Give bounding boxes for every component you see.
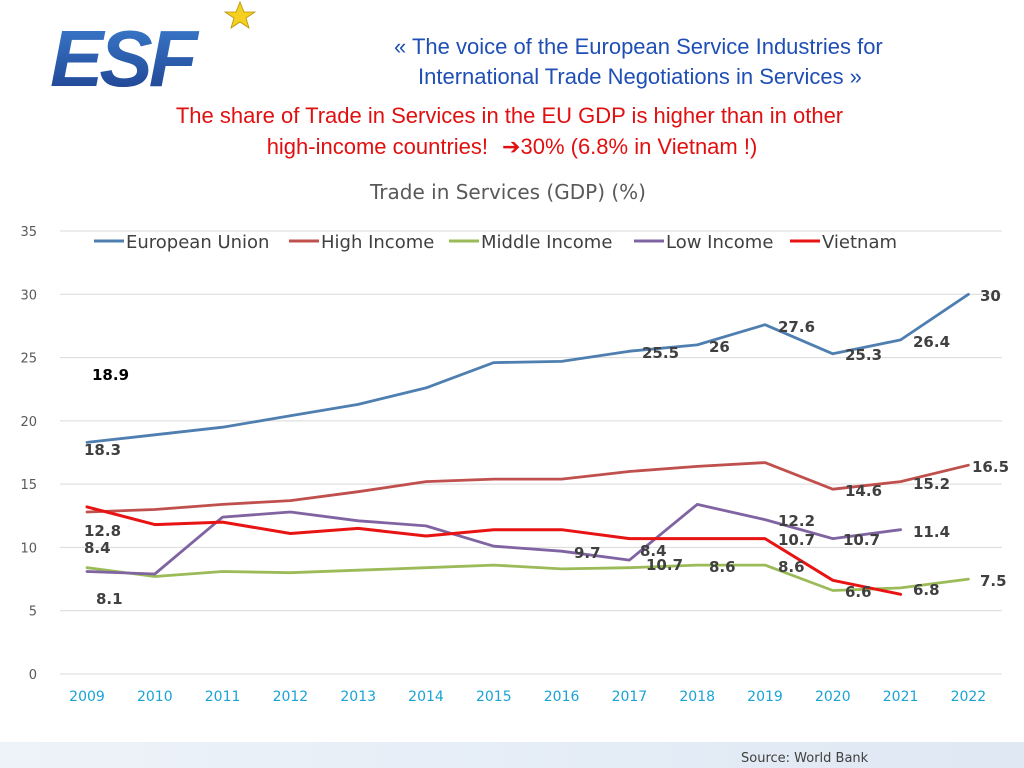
legend-label-low: Low Income [666, 232, 773, 253]
y-tick-label: 0 [29, 668, 37, 683]
tagline-line-2: International Trade Negotiations in Serv… [418, 64, 862, 89]
data-label: 25.5 [642, 344, 679, 362]
tagline-line-1: « The voice of the European Service Indu… [394, 34, 883, 59]
series-line-eu [85, 292, 970, 444]
headline-line-2-end: 30% (6.8% in Vietnam !) [520, 134, 758, 159]
data-label: 12.8 [84, 522, 121, 540]
esf-logo: ESF [50, 0, 257, 95]
y-tick-label: 10 [20, 541, 37, 556]
data-label: 6.6 [845, 583, 872, 601]
data-label: 7.5 [980, 572, 1007, 590]
data-label: 12.2 [778, 512, 815, 530]
x-tick-label: 2017 [612, 689, 648, 705]
y-axis-ticks: 0 5 10 15 20 25 30 35 [20, 225, 37, 683]
series-line-high [85, 461, 970, 514]
legend-label-eu: European Union [126, 232, 269, 253]
x-tick-label: 2020 [815, 689, 851, 705]
x-tick-label: 2021 [883, 689, 919, 705]
headline: The share of Trade in Services in the EU… [0, 100, 1024, 162]
data-label: 8.4 [640, 542, 667, 560]
data-label: 14.6 [845, 482, 882, 500]
data-label: 15.2 [913, 475, 950, 493]
data-label: 11.4 [913, 523, 950, 541]
data-label: 8.4 [84, 539, 111, 557]
x-tick-label: 2009 [69, 689, 105, 705]
y-tick-label: 35 [20, 225, 37, 240]
legend: European Union High Income Middle Income Lo… [94, 232, 897, 253]
headline-line-1: The share of Trade in Services in the EU… [175, 103, 844, 128]
chart-title: Trade in Services (GDP) (%) [370, 180, 646, 204]
y-tick-label: 25 [20, 352, 37, 367]
data-label: 8.6 [778, 558, 805, 576]
data-label: 8.6 [709, 558, 736, 576]
data-label: 30 [980, 287, 1001, 305]
legend-label-high: High Income [321, 232, 434, 253]
series-lines [85, 292, 970, 596]
y-tick-label: 5 [29, 605, 37, 620]
data-label: 10.7 [778, 531, 815, 549]
data-label: 16.5 [972, 458, 1009, 476]
tagline: « The voice of the European Service Indu… [380, 32, 1000, 92]
arrow-right-icon: ➔ [502, 134, 521, 159]
data-label: 6.8 [913, 581, 940, 599]
data-label: 8.1 [96, 590, 123, 608]
data-label: 26 [709, 338, 730, 356]
x-tick-label: 2010 [137, 689, 173, 705]
headline-line-2: high-income countries! ➔30% (6.8% in Viet… [0, 131, 1024, 162]
y-tick-label: 30 [20, 288, 37, 303]
data-label: 18.3 [84, 441, 121, 459]
x-tick-label: 2022 [951, 689, 987, 705]
legend-label-middle: Middle Income [481, 232, 612, 253]
x-tick-label: 2018 [679, 689, 715, 705]
footer-band [0, 742, 1024, 768]
data-label: 26.4 [913, 333, 950, 351]
legend-label-vietnam: Vietnam [822, 232, 897, 253]
star-icon [223, 0, 257, 29]
data-label: 10.7 [646, 556, 683, 574]
x-axis-ticks: 2009 2010 2011 2012 2013 2014 2015 2016 2017 2018… [69, 689, 986, 705]
y-tick-label: 15 [20, 478, 37, 493]
logo-text: ESF [50, 14, 200, 95]
series-line-low [85, 502, 902, 576]
y-tick-label: 20 [20, 415, 37, 430]
x-tick-label: 2019 [747, 689, 783, 705]
x-tick-label: 2014 [408, 689, 444, 705]
data-label: 27.6 [778, 318, 815, 336]
data-label: 9.7 [574, 544, 601, 562]
data-label: 10.7 [843, 531, 880, 549]
series-line-vietnam [85, 505, 903, 596]
data-label: 25.3 [845, 346, 882, 364]
x-tick-label: 2013 [340, 689, 376, 705]
x-tick-label: 2012 [273, 689, 309, 705]
data-label: 18.9 [92, 366, 129, 384]
series-line-middle [85, 563, 970, 592]
source-note: Source: World Bank [741, 751, 869, 766]
x-tick-label: 2011 [205, 689, 241, 705]
headline-line-2-start: high-income countries! [266, 134, 489, 159]
x-tick-label: 2016 [544, 689, 580, 705]
data-labels: 18.9 18.3 25.5 26 27.6 25.3 26.4 30 12.8 14.6 15.2… [84, 287, 1009, 608]
x-tick-label: 2015 [476, 689, 512, 705]
gridlines [60, 230, 1002, 675]
